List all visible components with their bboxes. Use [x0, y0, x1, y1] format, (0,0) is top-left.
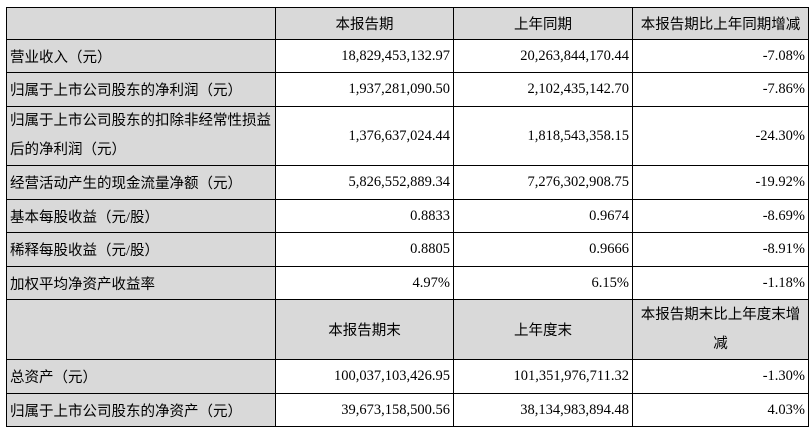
column-header [6, 299, 276, 360]
row-label: 营业收入（元） [6, 39, 276, 73]
cell-current: 4.97% [275, 266, 454, 300]
cell-prior: 20,263,844,170.44 [453, 39, 633, 73]
row-label: 加权平均净资产收益率 [6, 266, 276, 300]
cell-prior: 6.15% [453, 266, 633, 300]
cell-prior: 1,818,543,358.15 [453, 106, 633, 166]
cell-change: -7.08% [632, 39, 809, 73]
row-label: 归属于上市公司股东的净资产（元） [6, 393, 276, 427]
table-row: 归属于上市公司股东的净利润（元） 1,937,281,090.50 2,102,43… [6, 72, 809, 107]
cell-current: 5,826,552,889.34 [275, 165, 454, 200]
cell-prior: 2,102,435,142.70 [453, 72, 633, 107]
cell-prior: 38,134,983,894.48 [453, 393, 633, 427]
cell-current: 39,673,158,500.56 [275, 393, 454, 427]
cell-change: -1.18% [632, 266, 809, 300]
column-header: 本报告期末 [275, 299, 454, 360]
row-label: 归属于上市公司股东的净利润（元） [6, 72, 276, 107]
row-label: 稀释每股收益（元/股） [6, 232, 276, 267]
financial-summary-table: 本报告期 上年同期 本报告期比上年同期增减 营业收入（元） 18,829,453,132… [6, 7, 809, 427]
cell-change: -8.91% [632, 232, 809, 267]
cell-current: 1,937,281,090.50 [275, 72, 454, 107]
column-header: 上年同期 [453, 7, 633, 40]
table-row: 营业收入（元） 18,829,453,132.97 20,263,844,170.4… [6, 39, 809, 73]
column-header: 本报告期末比上年度末增减 [632, 299, 809, 360]
table-row: 总资产（元） 100,037,103,426.95 101,351,976,711.… [6, 359, 809, 394]
cell-change: -19.92% [632, 165, 809, 200]
cell-change: -7.86% [632, 72, 809, 107]
header-row: 本报告期 上年同期 本报告期比上年同期增减 [6, 7, 809, 40]
header-row: 本报告期末 上年度末 本报告期末比上年度末增减 [6, 299, 809, 360]
cell-change: -8.69% [632, 199, 809, 233]
cell-current: 1,376,637,024.44 [275, 106, 454, 166]
cell-prior: 0.9674 [453, 199, 633, 233]
column-header [6, 7, 276, 40]
column-header: 本报告期比上年同期增减 [632, 7, 809, 40]
column-header: 本报告期 [275, 7, 454, 40]
row-label: 归属于上市公司股东的扣除非经常性损益后的净利润（元） [6, 106, 276, 166]
row-label: 基本每股收益（元/股） [6, 199, 276, 233]
row-label: 经营活动产生的现金流量净额（元） [6, 165, 276, 200]
cell-current: 18,829,453,132.97 [275, 39, 454, 73]
table-row: 归属于上市公司股东的净资产（元） 39,673,158,500.56 38,134,… [6, 393, 809, 427]
row-label: 总资产（元） [6, 359, 276, 394]
cell-prior: 101,351,976,711.32 [453, 359, 633, 394]
table-row: 稀释每股收益（元/股） 0.8805 0.9666 -8.91% [6, 232, 809, 267]
cell-change: 4.03% [632, 393, 809, 427]
cell-change: -24.30% [632, 106, 809, 166]
table-row: 经营活动产生的现金流量净额（元） 5,826,552,889.34 7,276,30… [6, 165, 809, 200]
cell-prior: 0.9666 [453, 232, 633, 267]
cell-current: 0.8805 [275, 232, 454, 267]
table-row: 归属于上市公司股东的扣除非经常性损益后的净利润（元） 1,376,637,024.… [6, 106, 809, 166]
table-row: 基本每股收益（元/股） 0.8833 0.9674 -8.69% [6, 199, 809, 233]
column-header: 上年度末 [453, 299, 633, 360]
table-row: 加权平均净资产收益率 4.97% 6.15% -1.18% [6, 266, 809, 300]
cell-current: 0.8833 [275, 199, 454, 233]
cell-prior: 7,276,302,908.75 [453, 165, 633, 200]
cell-change: -1.30% [632, 359, 809, 394]
cell-current: 100,037,103,426.95 [275, 359, 454, 394]
